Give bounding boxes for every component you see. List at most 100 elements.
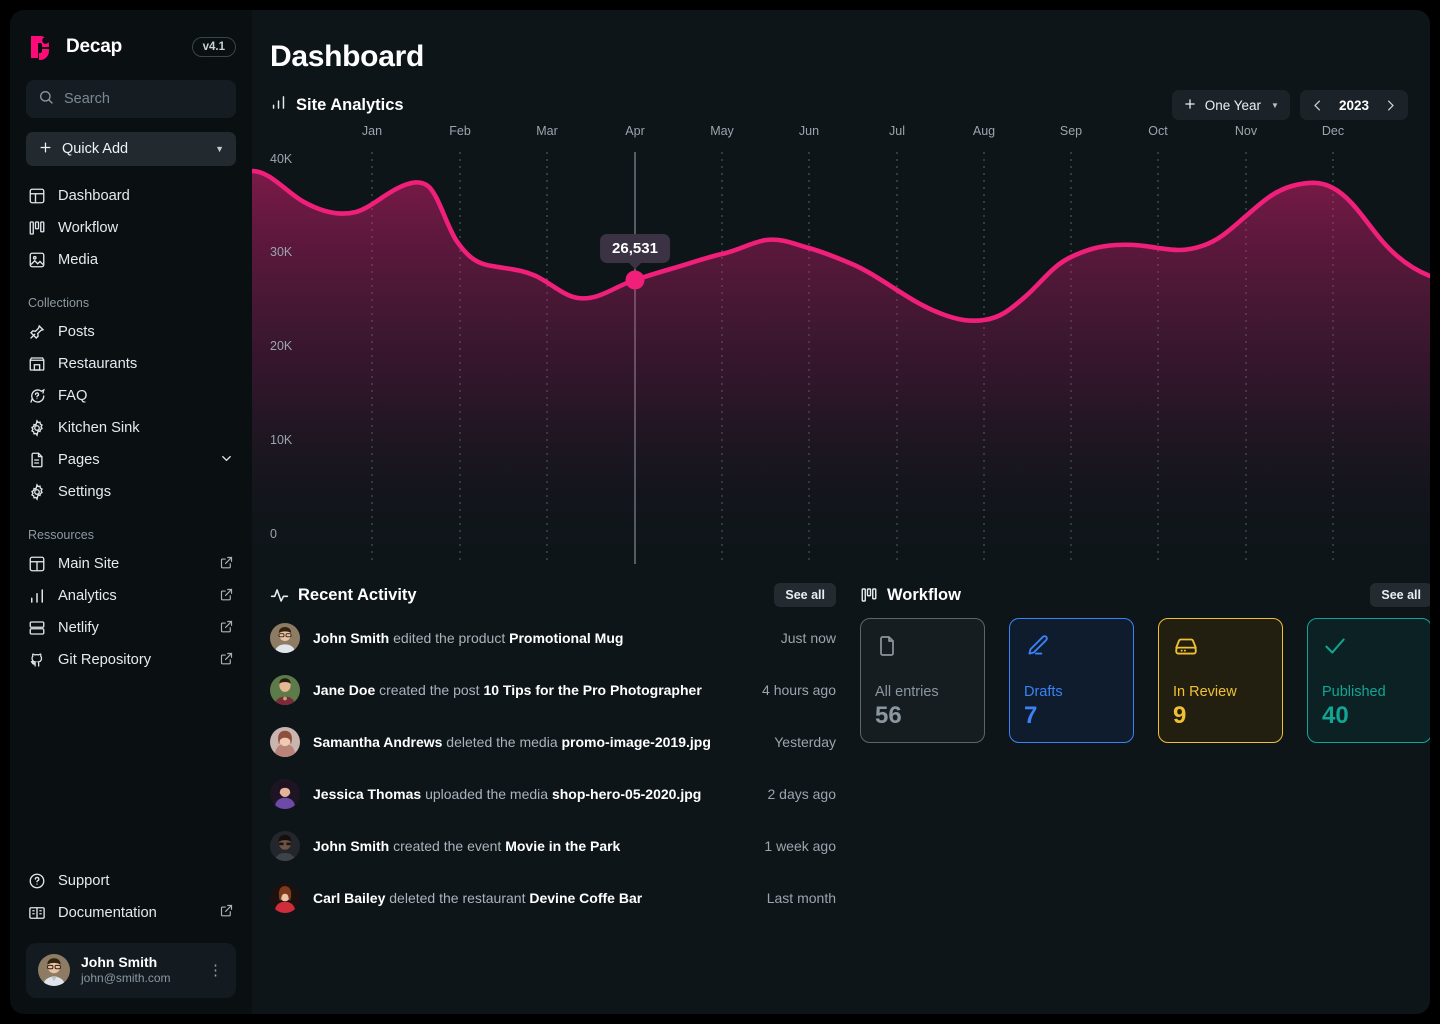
x-tick-label: Apr: [625, 124, 645, 138]
sidebar-item-netlify[interactable]: Netlify: [18, 612, 244, 644]
workflow-card-all-entries[interactable]: All entries 56: [860, 618, 985, 743]
page-title: Dashboard: [270, 40, 424, 73]
activity-row[interactable]: Samantha Andrews deleted the media promo…: [270, 716, 836, 768]
check-icon: [1322, 633, 1417, 663]
x-tick-label: Jul: [889, 124, 905, 138]
activity-user: Jane Doe: [313, 682, 376, 698]
github-icon: [28, 651, 46, 669]
workflow-card-count: 40: [1322, 702, 1349, 729]
sidebar-item-analytics[interactable]: Analytics: [18, 580, 244, 612]
activity-text: John Smith created the event Movie in th…: [313, 838, 620, 854]
sidebar-item-dashboard[interactable]: Dashboard: [18, 180, 244, 212]
activity-action: edited the product: [393, 630, 506, 646]
activity-time: 1 week ago: [764, 838, 836, 854]
chart-x-axis: Jan Feb Mar Apr May Jun Jul Aug Sep Oct …: [252, 124, 1430, 148]
activity-row[interactable]: Jessica Thomas uploaded the media shop-h…: [270, 768, 836, 820]
chevron-down-icon[interactable]: [219, 451, 234, 470]
site-analytics-title: Site Analytics: [296, 95, 404, 114]
avatar: [270, 675, 300, 705]
sidebar-nav: Dashboard Workflow Media Collections: [10, 166, 252, 676]
workflow-card-label: In Review: [1173, 684, 1237, 700]
workflow-card-published[interactable]: Published 40: [1307, 618, 1430, 743]
activity-action: deleted the media: [446, 734, 558, 750]
sidebar-item-media[interactable]: Media: [18, 244, 244, 276]
bar-chart-icon: [270, 94, 287, 116]
gear-icon: [28, 483, 46, 501]
year-value: 2023: [1338, 97, 1369, 113]
workflow-cards: All entries 56 Drafts 7: [860, 618, 1430, 743]
store-icon: [28, 355, 46, 373]
workflow-see-all-button[interactable]: See all: [1370, 583, 1430, 607]
sidebar-item-label: Workflow: [58, 220, 119, 236]
sidebar-item-label: Settings: [58, 484, 112, 500]
sidebar-item-label: Analytics: [58, 588, 117, 604]
recent-activity-see-all-button[interactable]: See all: [774, 583, 836, 607]
activity-user: Carl Bailey: [313, 890, 386, 906]
activity-target: shop-hero-05-2020.jpg: [551, 786, 702, 802]
site-analytics-chart[interactable]: Jan Feb Mar Apr May Jun Jul Aug Sep Oct …: [252, 124, 1430, 564]
sidebar-item-label: Main Site: [58, 556, 120, 572]
search-input[interactable]: [64, 91, 224, 107]
search-icon: [38, 89, 54, 110]
sidebar-spacer: [10, 676, 252, 865]
activity-time: Last month: [766, 890, 836, 906]
quick-add-button[interactable]: Quick Add ▼: [26, 132, 236, 166]
recent-activity-panel: Recent Activity See all John Smith edite…: [270, 578, 836, 924]
sidebar-item-kitchen-sink[interactable]: Kitchen Sink: [18, 412, 244, 444]
sidebar-item-git-repository[interactable]: Git Repository: [18, 644, 244, 676]
image-icon: [28, 251, 46, 269]
resources-section-label: Ressources: [28, 528, 94, 542]
sidebar-item-label: Dashboard: [58, 188, 130, 204]
range-selector[interactable]: One Year ▼: [1171, 90, 1290, 120]
workflow-card-count: 56: [875, 702, 902, 729]
y-tick-label: 0: [270, 527, 277, 541]
y-tick-label: 30K: [270, 245, 293, 259]
activity-target: Devine Coffe Bar: [529, 890, 643, 906]
sidebar-item-settings[interactable]: Settings: [18, 476, 244, 508]
activity-user: Samantha Andrews: [313, 734, 443, 750]
search-box[interactable]: [26, 80, 236, 118]
x-tick-label: Sep: [1059, 124, 1083, 138]
help-message-icon: [28, 387, 46, 405]
sidebar-item-label: Netlify: [58, 620, 99, 636]
workflow-title: Workflow: [887, 585, 961, 604]
activity-row[interactable]: Jane Doe created the post 10 Tips for th…: [270, 664, 836, 716]
file-icon: [875, 633, 970, 663]
sidebar-item-workflow[interactable]: Workflow: [18, 212, 244, 244]
kebab-menu-icon[interactable]: ⋮: [208, 961, 224, 979]
brand-name: Decap: [66, 36, 123, 57]
book-icon: [28, 904, 46, 922]
x-tick-label: May: [710, 124, 734, 138]
chevron-left-icon[interactable]: [1310, 98, 1325, 113]
workflow-card-count: 9: [1173, 702, 1187, 729]
file-text-icon: [28, 451, 46, 469]
x-tick-label: Jun: [798, 124, 820, 138]
chart-active-point[interactable]: [625, 270, 645, 290]
activity-target: promo-image-2019.jpg: [561, 734, 711, 750]
activity-row[interactable]: John Smith edited the product Promotiona…: [270, 612, 836, 664]
sidebar-item-support[interactable]: Support: [18, 865, 244, 897]
sidebar-item-main-site[interactable]: Main Site: [18, 548, 244, 580]
activity-row[interactable]: Carl Bailey deleted the restaurant Devin…: [270, 872, 836, 924]
sidebar-item-documentation[interactable]: Documentation: [18, 897, 244, 929]
sidebar-item-posts[interactable]: Posts: [18, 316, 244, 348]
pin-icon: [28, 323, 46, 341]
gear-icon: [28, 419, 46, 437]
sidebar-item-restaurants[interactable]: Restaurants: [18, 348, 244, 380]
workflow-card-in-review[interactable]: In Review 9: [1158, 618, 1283, 743]
user-info: John Smith john@smith.com: [81, 954, 171, 987]
chart-svg: [252, 152, 1430, 564]
sidebar-item-label: Kitchen Sink: [58, 420, 140, 436]
avatar: [270, 883, 300, 913]
workflow-card-drafts[interactable]: Drafts 7: [1009, 618, 1134, 743]
activity-text: Jessica Thomas uploaded the media shop-h…: [313, 786, 701, 802]
user-card[interactable]: John Smith john@smith.com ⋮: [26, 942, 236, 998]
activity-row[interactable]: John Smith created the event Movie in th…: [270, 820, 836, 872]
sidebar-item-faq[interactable]: FAQ: [18, 380, 244, 412]
sidebar-item-pages[interactable]: Pages: [18, 444, 244, 476]
activity-time: Yesterday: [774, 734, 836, 750]
x-tick-label: Feb: [449, 124, 471, 138]
sidebar-item-label: Documentation: [58, 904, 157, 921]
chevron-right-icon[interactable]: [1383, 98, 1398, 113]
activity-target: Promotional Mug: [509, 630, 624, 646]
